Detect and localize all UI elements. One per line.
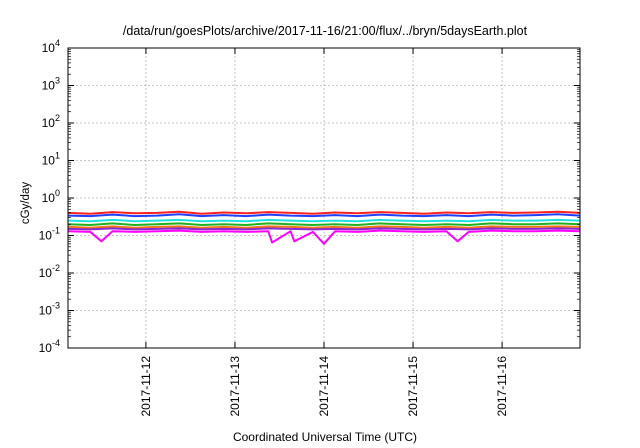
y-tick-label: 104 [42, 38, 60, 55]
series-line-7 [67, 229, 581, 245]
y-tick-label: 10-4 [39, 338, 60, 355]
y-axis-label: cGy/day [20, 182, 32, 224]
y-tick-label: 100 [42, 188, 60, 205]
x-tick-label: 2017-11-14 [317, 356, 331, 417]
series-line-3 [67, 218, 581, 223]
series-line-1 [67, 210, 581, 215]
x-axis-label: Coordinated Universal Time (UTC) [233, 430, 417, 444]
y-tick-label: 10-2 [39, 263, 60, 280]
x-tick-label: 2017-11-15 [406, 356, 420, 417]
series-line-5 [67, 225, 581, 229]
axis-ticks: 10-4 10-3 10-2 10-1 100 101 102 103 104 2017-11-1… [39, 38, 580, 417]
chart-title: /data/run/goesPlots/archive/2017-11-16/2… [123, 24, 528, 38]
x-tick-label: 2017-11-12 [139, 356, 153, 417]
y-tick-label: 10-3 [39, 301, 60, 318]
y-tick-label: 103 [42, 76, 60, 93]
x-tick-label: 2017-11-13 [228, 356, 242, 417]
y-tick-label: 10-1 [39, 226, 60, 243]
y-tick-label: 102 [42, 113, 60, 130]
x-tick-label: 2017-11-16 [495, 356, 509, 417]
series-line-6 [67, 227, 581, 231]
series-line-4 [67, 222, 581, 226]
series-group [67, 210, 581, 245]
series-line-2 [67, 213, 581, 218]
grid [68, 48, 580, 348]
y-tick-label: 101 [42, 151, 60, 168]
